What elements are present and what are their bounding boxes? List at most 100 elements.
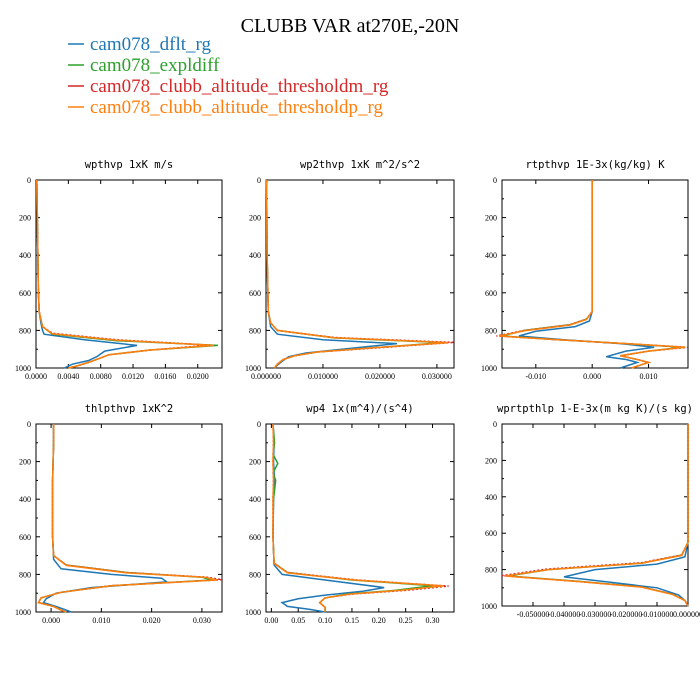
- chart-title: CLUBB VAR at270E,-20N: [241, 15, 460, 37]
- y-tick-label: 0: [493, 176, 497, 185]
- y-tick-label: 600: [249, 289, 261, 298]
- x-tick-label: 0.030000: [422, 372, 452, 381]
- x-tick-label: -0.020000: [610, 610, 643, 619]
- x-tick-label: 0.20: [372, 616, 386, 625]
- y-tick-label: 200: [249, 214, 261, 223]
- y-tick-label: 200: [485, 214, 497, 223]
- y-tick-label: 600: [19, 289, 31, 298]
- panel-title-2: wp2thvp 1xK m^2/s^2: [300, 159, 420, 171]
- y-tick-label: 800: [485, 326, 497, 335]
- panel-title-3: rtpthvp 1E-3x(kg/kg) K: [525, 159, 665, 171]
- y-tick-label: 600: [19, 533, 31, 542]
- series-line-cam078_expldiff: [265, 179, 443, 369]
- series-line-cam078_expldiff: [36, 179, 219, 369]
- x-tick-label: 0.30: [426, 616, 440, 625]
- y-tick-label: 600: [485, 529, 497, 538]
- legend-label-4: cam078_clubb_altitude_thresholdp_rg: [90, 97, 384, 118]
- series-line-cam078_dflt_rg: [518, 180, 655, 369]
- x-tick-label: 0.05: [291, 616, 305, 625]
- y-tick-label: 0: [257, 176, 261, 185]
- panel-2: wp2thvp 1xK m^2/s^2 0 200 400 600 800 10000.00…: [245, 159, 455, 381]
- y-tick-label: 0: [493, 420, 497, 429]
- y-tick-label: 1000: [15, 364, 31, 373]
- x-tick-label: 0.10: [318, 616, 332, 625]
- legend-label-1: cam078_dflt_rg: [90, 34, 212, 55]
- series-line-cam078_expldiff: [37, 424, 213, 613]
- x-tick-label: 0.010: [92, 616, 110, 625]
- series-line-cam078_clubb_altitude_thresholdm_rg: [501, 424, 689, 607]
- x-tick-label: 0.0160: [154, 372, 176, 381]
- x-tick-label: 0.000: [583, 372, 601, 381]
- x-tick-label: 0.0040: [57, 372, 79, 381]
- panel-4: thlpthvp 1xK^2 0 200 400 600 800 1000 0.000 0.01…: [15, 403, 223, 625]
- y-tick-label: 1000: [481, 602, 497, 611]
- y-tick-label: 800: [19, 326, 31, 335]
- x-tick-label: 0.010000: [308, 372, 338, 381]
- x-tick-label: 0.0200: [187, 372, 209, 381]
- y-tick-label: 1000: [15, 608, 31, 617]
- y-tick-label: 600: [249, 533, 261, 542]
- legend: cam078_dflt_rgcam078_expldiffcam078_club…: [68, 34, 389, 118]
- series-line-cam078_dflt_rg: [563, 424, 689, 607]
- y-tick-label: 400: [485, 251, 497, 260]
- x-tick-label: 0.020000: [365, 372, 395, 381]
- x-tick-label: 0.25: [399, 616, 413, 625]
- series-line-cam078_clubb_altitude_thresholdm_rg: [265, 179, 455, 369]
- y-tick-label: 200: [485, 456, 497, 465]
- y-tick-label: 0: [27, 420, 31, 429]
- x-tick-label: 0.0080: [90, 372, 112, 381]
- y-tick-label: 200: [249, 458, 261, 467]
- x-tick-label: 0.000: [42, 616, 60, 625]
- series-line-cam078_clubb_altitude_thresholdp_rg: [504, 424, 689, 607]
- panel-title-6: wprtpthlp 1-E-3x(m kg K)/(s kg): [497, 403, 693, 415]
- legend-label-2: cam078_expldiff: [90, 55, 220, 76]
- x-tick-label: 0.030: [193, 616, 211, 625]
- y-tick-label: 400: [19, 251, 31, 260]
- panel-3: rtpthvp 1E-3x(kg/kg) K 0 200 400 600 800 1000 -…: [481, 159, 689, 381]
- y-tick-label: 1000: [481, 364, 497, 373]
- panel-6: wprtpthlp 1-E-3x(m kg K)/(s kg)0 200 400 60…: [481, 403, 700, 619]
- x-tick-label: 0.00: [264, 616, 278, 625]
- x-tick-label: -0.010: [525, 372, 546, 381]
- series-line-cam078_clubb_altitude_thresholdp_rg: [272, 423, 444, 612]
- panel-1: wpthvp 1xK m/s 0 200 400 600 800 10000.0000 0.0…: [15, 159, 223, 381]
- y-tick-label: 800: [485, 566, 497, 575]
- y-tick-label: 800: [249, 326, 261, 335]
- y-tick-label: 0: [257, 420, 261, 429]
- series-line-cam078_clubb_altitude_thresholdp_rg: [265, 179, 449, 369]
- x-tick-label: 0.020: [143, 616, 161, 625]
- panel-5: wp4 1x(m^4)/(s^4) 0 200 400 600 800 10000.00 0.…: [245, 403, 455, 625]
- panel-frame-3: [501, 179, 689, 369]
- x-tick-label: 0.010: [640, 372, 658, 381]
- panel-frame-1: [35, 179, 223, 369]
- x-tick-label: 0.15: [345, 616, 359, 625]
- series-line-cam078_clubb_altitude_thresholdp_rg: [36, 179, 214, 369]
- x-tick-label: -0.030000: [579, 610, 612, 619]
- series-line-cam078_clubb_altitude_thresholdm_rg: [37, 424, 223, 613]
- x-tick-label: 0.000000: [673, 610, 700, 619]
- y-tick-label: 800: [249, 570, 261, 579]
- y-tick-label: 800: [19, 570, 31, 579]
- x-tick-label: 0.0120: [122, 372, 144, 381]
- x-tick-label: 0.0000: [25, 372, 47, 381]
- panel-title-4: thlpthvp 1xK^2: [85, 403, 174, 415]
- panel-title-1: wpthvp 1xK m/s: [85, 159, 174, 171]
- panel-frame-2: [265, 179, 455, 369]
- legend-label-3: cam078_clubb_altitude_thresholdm_rg: [90, 76, 389, 97]
- y-tick-label: 400: [249, 251, 261, 260]
- x-tick-label: -0.010000: [641, 610, 674, 619]
- panel-frame-6: [501, 423, 689, 607]
- y-tick-label: 400: [19, 495, 31, 504]
- x-tick-label: -0.050000: [517, 610, 550, 619]
- y-tick-label: 0: [27, 176, 31, 185]
- x-tick-label: -0.040000: [548, 610, 581, 619]
- series-line-cam078_dflt_rg: [272, 423, 385, 613]
- y-tick-label: 1000: [245, 364, 261, 373]
- series-line-cam078_clubb_altitude_thresholdp_rg: [37, 424, 218, 613]
- y-tick-label: 200: [19, 214, 31, 223]
- y-tick-label: 1000: [245, 608, 261, 617]
- y-tick-label: 400: [249, 495, 261, 504]
- panel-frame-4: [35, 423, 223, 613]
